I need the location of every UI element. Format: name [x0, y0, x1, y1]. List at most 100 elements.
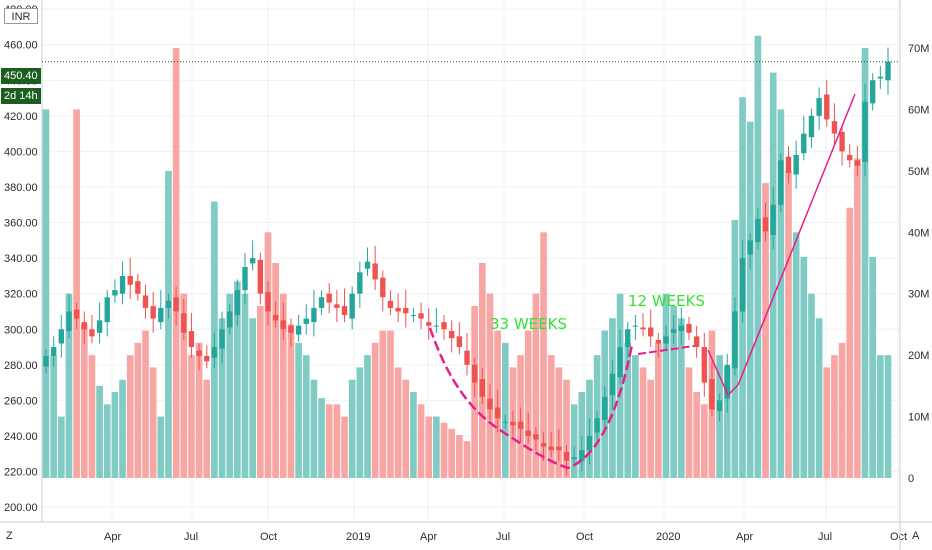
- candle-body: [326, 293, 332, 303]
- annotation-33-weeks: 33 WEEKS: [490, 315, 567, 333]
- breakout-trendline: [737, 93, 856, 386]
- candle-body: [119, 275, 126, 294]
- volume-bar: [165, 170, 172, 478]
- time-tick-label: Apr: [736, 531, 753, 543]
- volume-bar: [203, 379, 211, 478]
- volume-bar: [295, 342, 302, 478]
- candle-body: [831, 121, 838, 134]
- time-tick-label: Jul: [818, 531, 832, 543]
- candle-body: [625, 329, 631, 348]
- volume-bar: [341, 416, 348, 478]
- candle-body: [824, 94, 830, 120]
- currency-badge[interactable]: INR: [4, 8, 38, 24]
- time-tick-label: Oct: [576, 531, 593, 543]
- candle-body: [762, 217, 769, 232]
- volume-bar: [700, 404, 708, 478]
- candle-body: [433, 325, 440, 327]
- time-tick-label: Oct: [890, 531, 907, 543]
- volume-bar: [42, 109, 50, 478]
- candle-body: [372, 263, 378, 280]
- auto-scale-button[interactable]: A: [912, 530, 920, 542]
- volume-bar: [501, 342, 509, 478]
- volume-bar: [57, 416, 65, 478]
- candle-body: [265, 291, 271, 312]
- candle-body: [602, 396, 608, 420]
- candle-body: [540, 443, 547, 447]
- candle-body: [732, 311, 738, 369]
- volume-bar: [463, 441, 471, 478]
- candle-body: [617, 347, 623, 378]
- volume-bar: [402, 379, 410, 478]
- price-tick-label: 460.00: [4, 40, 38, 52]
- volume-bar: [325, 404, 333, 478]
- candle-body: [188, 331, 195, 348]
- candle-body: [96, 320, 103, 333]
- candle-body: [693, 336, 700, 348]
- candle-body: [525, 430, 531, 436]
- price-tick-label: 400.00: [4, 146, 38, 158]
- candle-body: [234, 290, 241, 316]
- candle-body: [670, 329, 677, 333]
- pullback-line: [707, 349, 739, 397]
- candle-body: [449, 331, 455, 339]
- candle-body: [785, 156, 792, 173]
- time-tick-label: 2019: [346, 531, 370, 543]
- candle-body: [586, 435, 593, 451]
- candle-body: [341, 306, 348, 316]
- volume-bar: [570, 404, 578, 478]
- volume-bar: [524, 330, 532, 478]
- candle-body: [663, 336, 669, 344]
- volume-bar: [547, 355, 555, 478]
- time-tick-label: Oct: [260, 531, 277, 543]
- volume-bar: [50, 355, 57, 478]
- volume-bar: [578, 392, 586, 478]
- candle-body: [640, 327, 646, 330]
- candle-body: [426, 322, 432, 326]
- candle-body: [701, 347, 707, 383]
- volume-bar: [616, 293, 624, 478]
- volume-bar: [379, 330, 387, 478]
- candle-body: [142, 295, 149, 308]
- candle-body: [464, 350, 470, 365]
- volume-bar: [73, 109, 80, 478]
- candle-body: [403, 307, 409, 314]
- candle-body: [533, 434, 539, 440]
- volume-bar: [157, 416, 165, 478]
- volume-bar: [624, 342, 632, 478]
- candle-body: [441, 322, 447, 330]
- candle-body: [249, 258, 256, 264]
- candle-body: [104, 297, 110, 323]
- candle-body: [288, 325, 294, 333]
- candle-body: [357, 272, 363, 294]
- candle-body: [801, 133, 807, 154]
- volume-bar: [96, 385, 103, 478]
- candle-body: [211, 347, 218, 358]
- volume-bar: [287, 324, 295, 478]
- volume-bar: [111, 392, 119, 478]
- zoom-button[interactable]: Z: [6, 530, 13, 542]
- volume-bar: [639, 367, 647, 478]
- candle-body: [563, 451, 570, 461]
- candle-body: [380, 277, 386, 298]
- candle-body: [510, 421, 516, 426]
- volume-bar: [302, 355, 310, 478]
- volume-bar: [387, 330, 394, 478]
- volume-bar: [433, 416, 440, 478]
- volume-bar: [119, 379, 126, 478]
- candle-body: [808, 115, 815, 138]
- volume-bar: [632, 355, 639, 478]
- price-tick-label: 220.00: [4, 467, 38, 479]
- price-tick-label: 420.00: [4, 111, 38, 123]
- candle-body: [158, 307, 164, 323]
- candle-body: [632, 325, 639, 327]
- candle-body: [257, 259, 264, 294]
- volume-bar: [769, 72, 777, 479]
- price-tick-label: 360.00: [4, 218, 38, 230]
- volume-bar: [126, 355, 134, 478]
- price-tick-label: 380.00: [4, 182, 38, 194]
- volume-bar: [180, 293, 188, 478]
- candle-body: [862, 101, 868, 163]
- volume-bar: [279, 293, 287, 478]
- candle-body: [349, 293, 355, 319]
